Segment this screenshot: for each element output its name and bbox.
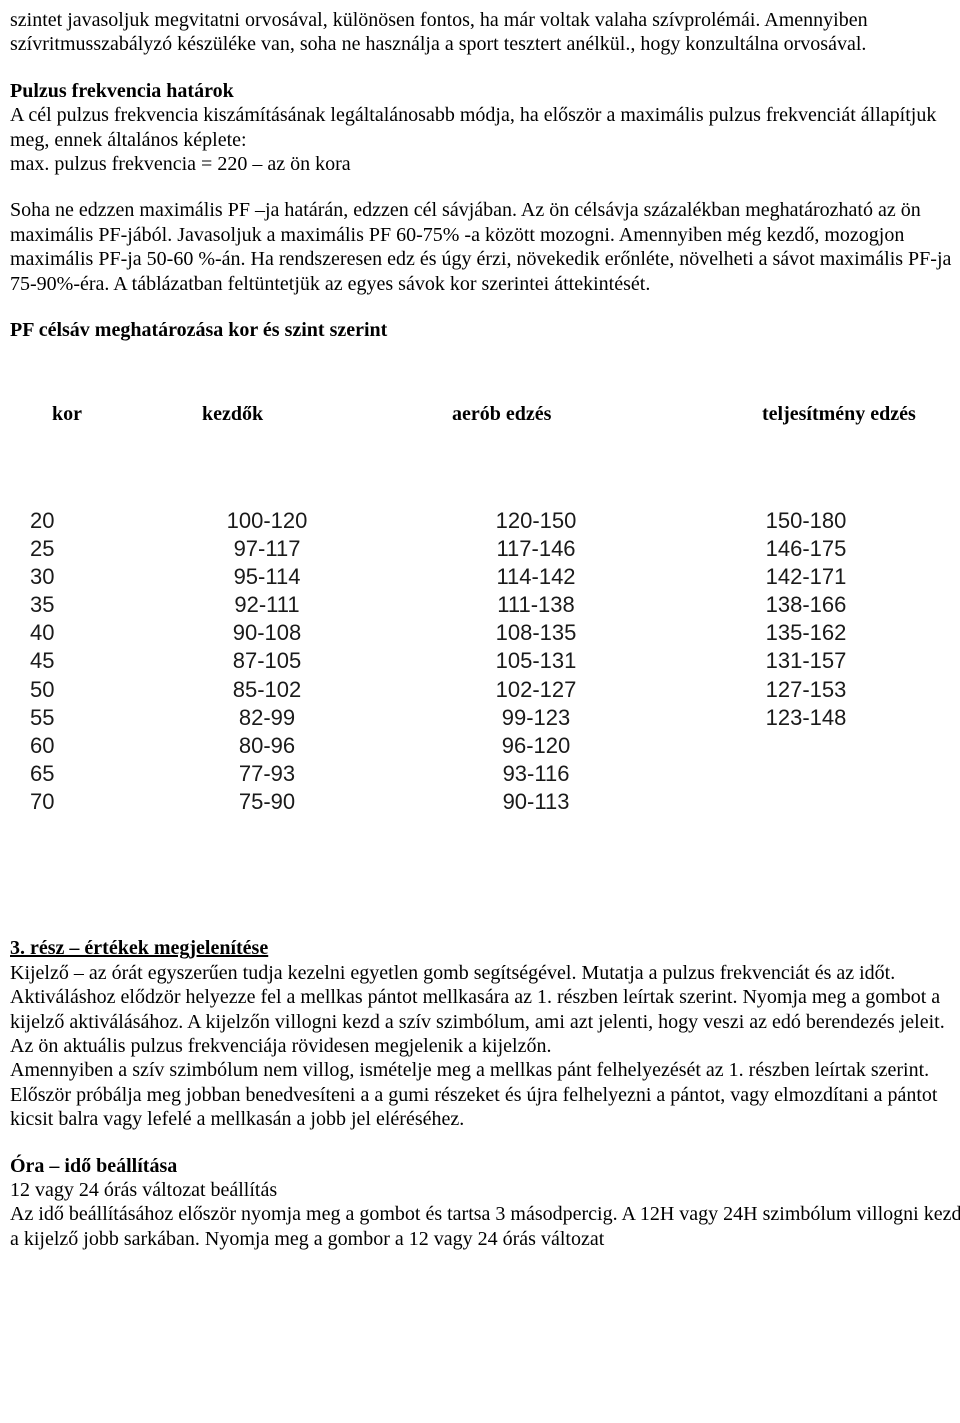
header-performance: teljesítmény edzés (762, 402, 960, 426)
table-row: 5582-9999-123123-148 (26, 704, 960, 732)
table-row: 6577-9393-116 (26, 760, 960, 788)
header-aerobic: aerób edzés (432, 402, 762, 426)
table-row: 3592-111111-138138-166 (26, 591, 960, 619)
table-row: 3095-114114-142142-171 (26, 563, 960, 591)
cell-beginner: 77-93 (138, 760, 396, 788)
cell-age: 65 (26, 760, 138, 788)
cell-performance: 150-180 (676, 507, 936, 535)
cell-performance: 135-162 (676, 619, 936, 647)
pulse-limits-block: Pulzus frekvencia határok A cél pulzus f… (10, 79, 960, 177)
part3-block: 3. rész – értékek megjelenítése Kijelző … (10, 936, 960, 1131)
cell-age: 55 (26, 704, 138, 732)
cell-aerobic: 96-120 (396, 732, 676, 760)
clock-p2: Az idő beállításához először nyomja meg … (10, 1203, 960, 1249)
cell-age: 60 (26, 732, 138, 760)
table-row: 2597-117117-146146-175 (26, 535, 960, 563)
cell-aerobic: 108-135 (396, 619, 676, 647)
cell-beginner: 90-108 (138, 619, 396, 647)
cell-age: 30 (26, 563, 138, 591)
pf-table: 20100-120120-150150-1802597-117117-14614… (10, 507, 960, 817)
pulse-limits-p3: Soha ne edzzen maximális PF –ja határán,… (10, 198, 960, 296)
cell-beginner: 100-120 (138, 507, 396, 535)
cell-age: 35 (26, 591, 138, 619)
table-row: 20100-120120-150150-180 (26, 507, 960, 535)
cell-aerobic: 111-138 (396, 591, 676, 619)
cell-aerobic: 117-146 (396, 535, 676, 563)
table-row: 5085-102102-127127-153 (26, 676, 960, 704)
cell-performance (676, 732, 936, 760)
cell-aerobic: 105-131 (396, 647, 676, 675)
pulse-limits-title: Pulzus frekvencia határok (10, 80, 234, 102)
cell-beginner: 75-90 (138, 788, 396, 816)
cell-beginner: 85-102 (138, 676, 396, 704)
cell-aerobic: 120-150 (396, 507, 676, 535)
clock-title: Óra – idő beállítása (10, 1155, 177, 1177)
cell-aerobic: 93-116 (396, 760, 676, 788)
cell-beginner: 95-114 (138, 563, 396, 591)
cell-beginner: 80-96 (138, 732, 396, 760)
cell-aerobic: 99-123 (396, 704, 676, 732)
pf-section-title: PF célsáv meghatározása kor és szint sze… (10, 318, 960, 342)
table-header-row: kor kezdők aerób edzés teljesítmény edzé… (10, 402, 960, 426)
cell-aerobic: 90-113 (396, 788, 676, 816)
cell-aerobic: 114-142 (396, 563, 676, 591)
cell-age: 70 (26, 788, 138, 816)
part3-title: 3. rész – értékek megjelenítése (10, 937, 268, 959)
cell-age: 20 (26, 507, 138, 535)
table-row: 4587-105105-131131-157 (26, 647, 960, 675)
part3-p1: Kijelző – az órát egyszerűen tudja kezel… (10, 962, 945, 1057)
cell-performance: 146-175 (676, 535, 936, 563)
table-row: 4090-108108-135135-162 (26, 619, 960, 647)
intro-text: szintet javasoljuk megvitatni orvosával,… (10, 8, 960, 57)
cell-age: 40 (26, 619, 138, 647)
cell-aerobic: 102-127 (396, 676, 676, 704)
table-row: 6080-9696-120 (26, 732, 960, 760)
clock-block: Óra – idő beállítása 12 vagy 24 órás vál… (10, 1154, 960, 1252)
part3-p2: Amennyiben a szív szimbólum nem villog, … (10, 1059, 937, 1130)
cell-age: 45 (26, 647, 138, 675)
cell-age: 25 (26, 535, 138, 563)
cell-performance (676, 760, 936, 788)
cell-performance: 131-157 (676, 647, 936, 675)
header-age: kor (10, 402, 172, 426)
pulse-limits-p3-block: Soha ne edzzen maximális PF –ja határán,… (10, 198, 960, 296)
cell-performance (676, 788, 936, 816)
cell-performance: 127-153 (676, 676, 936, 704)
cell-performance: 138-166 (676, 591, 936, 619)
cell-beginner: 82-99 (138, 704, 396, 732)
pulse-limits-p1: A cél pulzus frekvencia kiszámításának l… (10, 104, 936, 150)
pulse-limits-p2: max. pulzus frekvencia = 220 – az ön kor… (10, 153, 351, 175)
clock-p1: 12 vagy 24 órás változat beállítás (10, 1179, 277, 1201)
cell-beginner: 92-111 (138, 591, 396, 619)
cell-performance: 123-148 (676, 704, 936, 732)
cell-age: 50 (26, 676, 138, 704)
cell-performance: 142-171 (676, 563, 936, 591)
table-row: 7075-9090-113 (26, 788, 960, 816)
cell-beginner: 97-117 (138, 535, 396, 563)
intro-block: szintet javasoljuk megvitatni orvosával,… (10, 8, 960, 57)
cell-beginner: 87-105 (138, 647, 396, 675)
header-beginner: kezdők (172, 402, 432, 426)
